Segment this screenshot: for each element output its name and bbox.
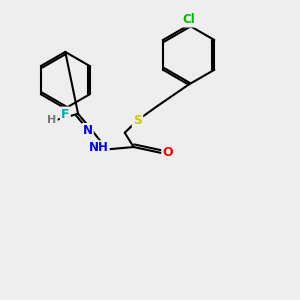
Text: O: O bbox=[163, 146, 173, 160]
Text: N: N bbox=[82, 124, 93, 137]
Text: S: S bbox=[133, 114, 142, 127]
Text: NH: NH bbox=[88, 141, 109, 154]
Text: F: F bbox=[61, 108, 70, 121]
Text: H: H bbox=[47, 115, 56, 125]
Text: Cl: Cl bbox=[182, 13, 195, 26]
